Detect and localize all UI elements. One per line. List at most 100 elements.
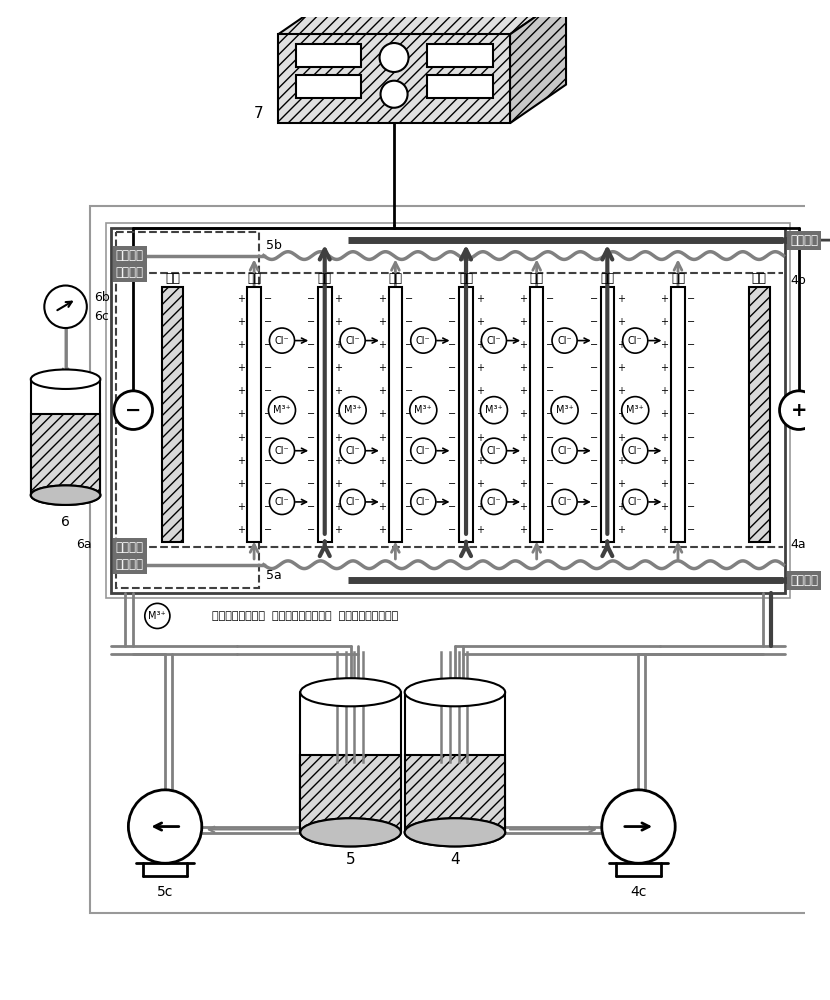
Text: +: + bbox=[334, 363, 342, 373]
Bar bbox=[31, 414, 100, 495]
Text: +: + bbox=[476, 479, 484, 489]
Text: 阴膜: 阴膜 bbox=[247, 272, 261, 285]
Text: M³⁺: M³⁺ bbox=[627, 405, 644, 415]
Text: +: + bbox=[476, 386, 484, 396]
Text: −: − bbox=[687, 340, 696, 350]
Text: 阳膜: 阳膜 bbox=[600, 272, 614, 285]
Text: +: + bbox=[519, 409, 527, 419]
Bar bbox=[459, 287, 473, 542]
Text: −: − bbox=[448, 409, 457, 419]
Text: 6: 6 bbox=[61, 515, 70, 529]
Circle shape bbox=[340, 489, 365, 514]
Circle shape bbox=[779, 391, 818, 429]
Text: +: + bbox=[334, 386, 342, 396]
Text: −: − bbox=[448, 340, 457, 350]
Text: 电解液出: 电解液出 bbox=[116, 266, 144, 279]
Text: +: + bbox=[378, 294, 386, 304]
Text: −: − bbox=[405, 386, 413, 396]
Text: −: − bbox=[687, 409, 696, 419]
Bar bbox=[405, 755, 505, 832]
Circle shape bbox=[339, 397, 366, 424]
Text: +: + bbox=[661, 456, 668, 466]
Text: +: + bbox=[661, 525, 668, 535]
Ellipse shape bbox=[31, 369, 100, 389]
Text: −: − bbox=[687, 525, 696, 535]
Ellipse shape bbox=[300, 678, 401, 706]
Text: M³⁺: M³⁺ bbox=[556, 405, 574, 415]
Text: +: + bbox=[334, 317, 342, 327]
Circle shape bbox=[552, 438, 577, 463]
Ellipse shape bbox=[31, 485, 100, 505]
Text: +: + bbox=[617, 502, 625, 512]
Text: −: − bbox=[405, 340, 413, 350]
Bar bbox=[247, 287, 261, 542]
Text: −: − bbox=[264, 409, 271, 419]
Bar bbox=[405, 755, 505, 832]
Text: 7: 7 bbox=[254, 106, 264, 121]
Text: −: − bbox=[687, 479, 696, 489]
Bar bbox=[162, 287, 183, 542]
Circle shape bbox=[551, 397, 579, 424]
Text: −: − bbox=[448, 294, 457, 304]
Circle shape bbox=[481, 438, 506, 463]
Text: −: − bbox=[448, 502, 457, 512]
Text: −: − bbox=[590, 386, 598, 396]
Text: −: − bbox=[590, 433, 598, 443]
Text: +: + bbox=[519, 525, 527, 535]
Text: +: + bbox=[237, 456, 245, 466]
Text: −: − bbox=[307, 386, 315, 396]
Text: +: + bbox=[237, 386, 245, 396]
Text: Cl⁻: Cl⁻ bbox=[416, 446, 431, 456]
Text: −: − bbox=[448, 525, 457, 535]
Bar bbox=[427, 44, 492, 67]
Text: −: − bbox=[405, 317, 413, 327]
Circle shape bbox=[481, 489, 506, 514]
Circle shape bbox=[622, 328, 647, 353]
Text: +: + bbox=[661, 340, 668, 350]
Text: Cl⁻: Cl⁻ bbox=[275, 336, 290, 346]
Text: −: − bbox=[546, 340, 554, 350]
Text: +: + bbox=[476, 340, 484, 350]
Text: Cl⁻: Cl⁻ bbox=[628, 336, 642, 346]
Bar bbox=[427, 75, 492, 98]
Text: 阳膜: 阳膜 bbox=[459, 272, 473, 285]
Text: −: − bbox=[590, 409, 598, 419]
Bar bbox=[300, 755, 401, 832]
Text: −: − bbox=[386, 85, 403, 104]
Text: −: − bbox=[448, 317, 457, 327]
Text: M³⁺: M³⁺ bbox=[485, 405, 503, 415]
Text: Cl⁻: Cl⁻ bbox=[557, 336, 572, 346]
Text: +: + bbox=[519, 456, 527, 466]
Text: Cl⁻: Cl⁻ bbox=[628, 497, 642, 507]
Text: −: − bbox=[687, 502, 696, 512]
Circle shape bbox=[602, 790, 675, 863]
Text: −: − bbox=[264, 317, 271, 327]
Text: +: + bbox=[617, 386, 625, 396]
Text: +: + bbox=[519, 502, 527, 512]
Text: −: − bbox=[590, 317, 598, 327]
Polygon shape bbox=[278, 0, 566, 34]
Text: −: − bbox=[405, 363, 413, 373]
Text: 6c: 6c bbox=[95, 310, 110, 323]
Text: 5b: 5b bbox=[266, 239, 281, 252]
Text: +: + bbox=[617, 340, 625, 350]
Text: −: − bbox=[405, 433, 413, 443]
Text: −: − bbox=[448, 479, 457, 489]
Text: +: + bbox=[378, 433, 386, 443]
Text: −: − bbox=[448, 456, 457, 466]
Text: +: + bbox=[476, 433, 484, 443]
Text: −: − bbox=[264, 340, 271, 350]
Text: +: + bbox=[661, 363, 668, 373]
Ellipse shape bbox=[405, 818, 505, 846]
Text: +: + bbox=[334, 340, 342, 350]
Circle shape bbox=[552, 328, 577, 353]
Text: +: + bbox=[476, 502, 484, 512]
Circle shape bbox=[411, 438, 436, 463]
Text: +: + bbox=[617, 525, 625, 535]
Text: 乙酥丙酮钓络合物  阴膜：阴离子交换膜  阳膜：阳离子交换膜: 乙酥丙酮钓络合物 阴膜：阴离子交换膜 阳膜：阳离子交换膜 bbox=[212, 611, 398, 621]
Bar bbox=[530, 287, 544, 542]
Bar bbox=[405, 692, 505, 832]
Text: M³⁺: M³⁺ bbox=[149, 611, 166, 621]
Text: +: + bbox=[617, 456, 625, 466]
Text: Cl⁻: Cl⁻ bbox=[416, 497, 431, 507]
